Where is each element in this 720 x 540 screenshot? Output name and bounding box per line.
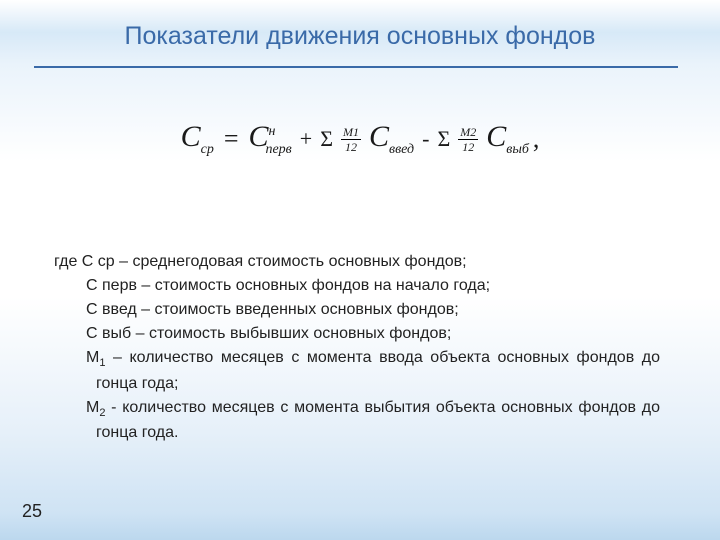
sym-C-vved: Сввед: [369, 120, 414, 158]
op-equals: =: [224, 124, 239, 154]
slide-title: Показатели движения основных фондов: [0, 22, 720, 51]
op-plus: +: [300, 126, 312, 152]
sigma-2: Σ: [437, 126, 450, 152]
title-underline: [34, 66, 678, 68]
legend-line-1: где С ср – среднегодовая стоимость основ…: [54, 250, 660, 274]
sym-C-vyb: Свыб: [486, 120, 529, 158]
sym-C-cp: Сср: [181, 120, 214, 158]
sigma-1: Σ: [320, 126, 333, 152]
legend-line-4: С выб – стоимость выбывших основных фонд…: [54, 322, 660, 346]
frac-m1-12: M1 12: [341, 126, 361, 153]
op-minus: -: [422, 126, 429, 152]
page-number: 25: [22, 501, 42, 522]
legend-block: где С ср – среднегодовая стоимость основ…: [54, 250, 660, 445]
slide: Показатели движения основных фондов Сср …: [0, 0, 720, 540]
legend-line-6: М2 - количество месяцев с момента выбыти…: [54, 396, 660, 446]
trailing-comma: ,: [533, 124, 540, 154]
formula-block: Сср = Снперв + Σ M1 12 Сввед - Σ M2 12 С…: [0, 120, 720, 158]
legend-line-3: С введ – стоимость введенных основных фо…: [54, 298, 660, 322]
sym-C-perv: Снперв: [249, 120, 292, 158]
legend-line-2: С перв – стоимость основных фондов на на…: [54, 274, 660, 298]
frac-m2-12: M2 12: [458, 126, 478, 153]
legend-line-5: М1 – количество месяцев с момента ввода …: [54, 346, 660, 396]
formula: Сср = Снперв + Σ M1 12 Сввед - Σ M2 12 С…: [181, 120, 540, 158]
